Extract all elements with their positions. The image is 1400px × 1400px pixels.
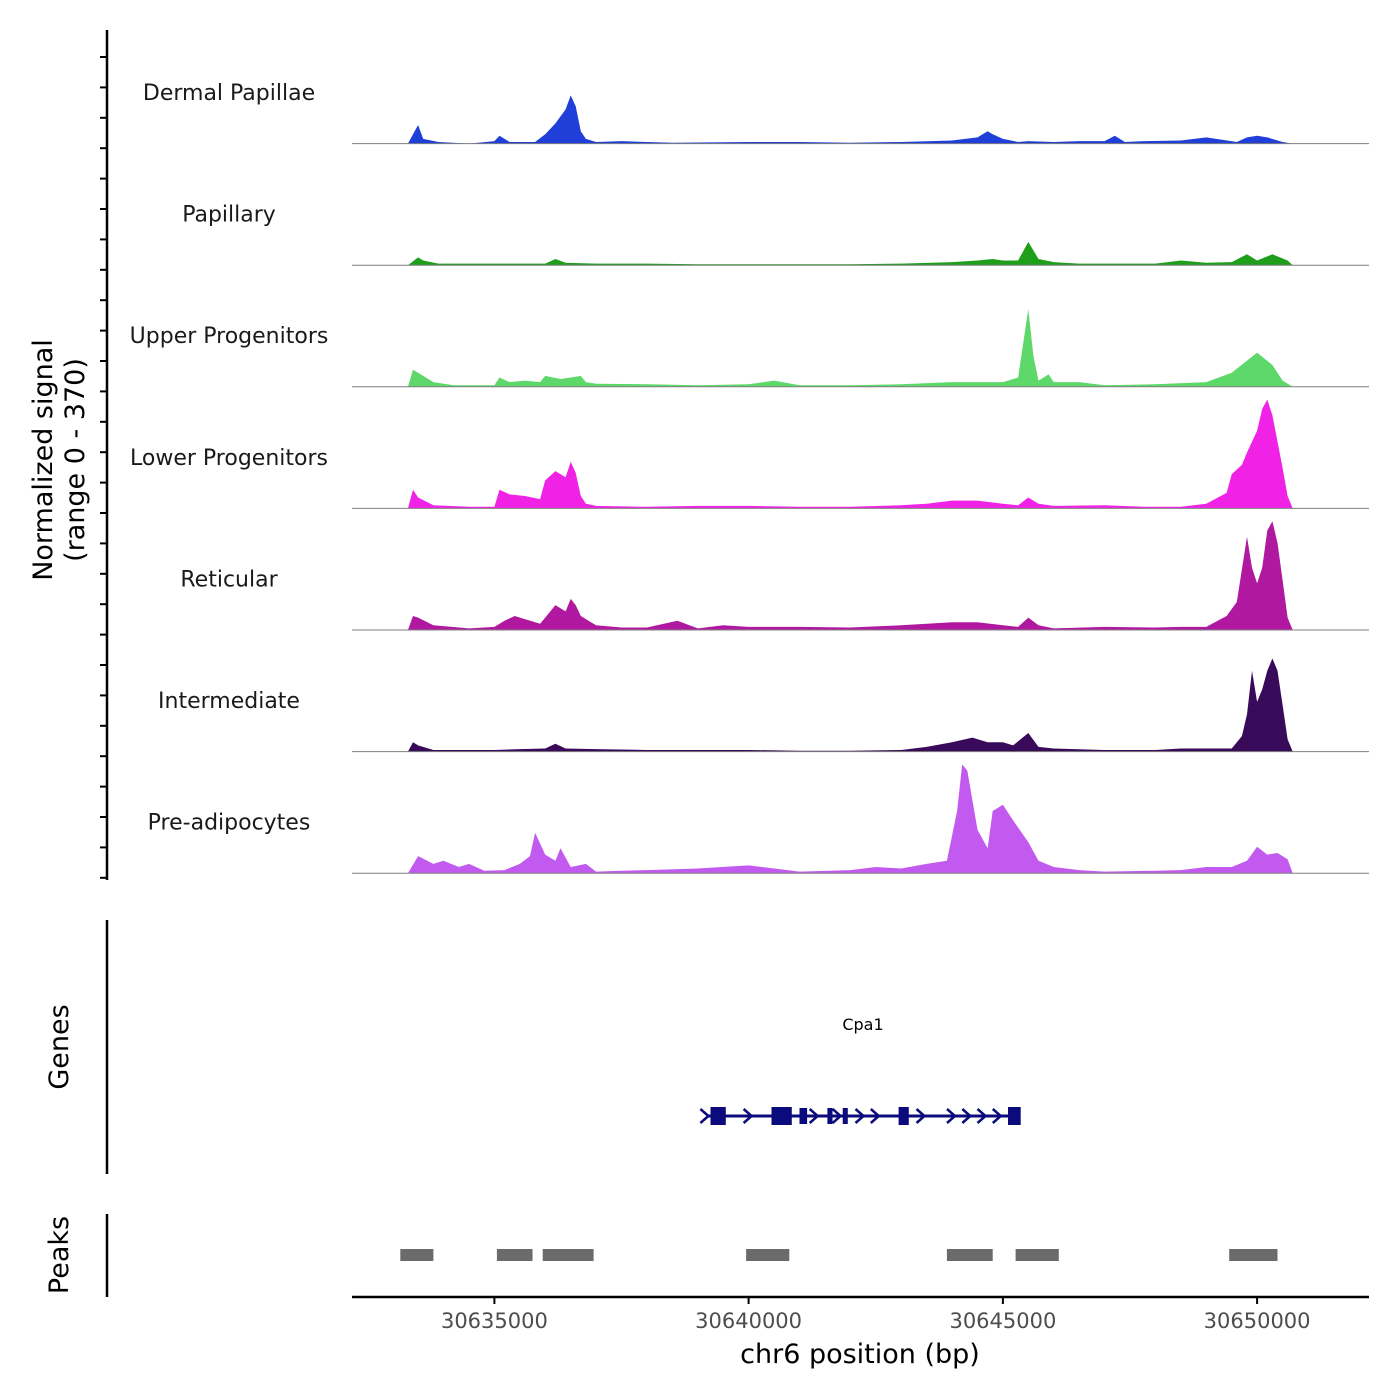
coverage-area-upper-progenitors (407, 309, 1293, 387)
track-label-pre-adipocytes: Pre-adipocytes (148, 811, 311, 836)
peak-region (1229, 1249, 1278, 1261)
gene-exon (1008, 1107, 1021, 1125)
gene-strand-arrow (808, 1108, 820, 1124)
gene-strand-arrow (961, 1108, 973, 1124)
track-label-upper-progenitors: Upper Progenitors (130, 324, 329, 349)
gene-strand-arrow (742, 1108, 754, 1124)
gene-strand-arrow (976, 1108, 988, 1124)
track-lower-progenitors: Lower Progenitors (130, 399, 1369, 509)
track-label-intermediate: Intermediate (158, 689, 300, 714)
x-tick-label: 30650000 (1204, 1309, 1311, 1333)
gene-strand-arrow (854, 1108, 866, 1124)
coverage-tracks: Dermal Papillae Papillary Upper Progenitor… (130, 81, 1369, 874)
gene-strand-arrow (946, 1108, 957, 1124)
gene-strand-arrow (869, 1108, 881, 1124)
track-pre-adipocytes: Pre-adipocytes (148, 764, 1369, 874)
gene-label: Cpa1 (842, 1015, 883, 1034)
x-tick-label: 30640000 (695, 1309, 802, 1333)
x-axis-title: chr6 position (bp) (740, 1339, 980, 1370)
gene-strand-arrow (915, 1108, 927, 1124)
x-tick-label: 30645000 (949, 1309, 1056, 1333)
gene-exon (799, 1108, 808, 1124)
track-dermal-papillae: Dermal Papillae (143, 81, 1369, 145)
coverage-area-reticular (407, 521, 1293, 630)
track-label-papillary: Papillary (182, 203, 276, 228)
coverage-area-dermal-papillae (407, 95, 1293, 144)
coverage-area-lower-progenitors (407, 399, 1293, 509)
track-upper-progenitors: Upper Progenitors (130, 309, 1369, 388)
gene-exon (827, 1108, 833, 1124)
peak-region (400, 1249, 434, 1261)
peaks-panel (400, 1249, 1278, 1261)
gene-strand-arrow (991, 1108, 1003, 1124)
track-papillary: Papillary (182, 203, 1369, 266)
gene-strand-arrow (699, 1108, 711, 1124)
signal-axis-title-line1: Normalized signal (28, 339, 59, 581)
gene-cpa1: Cpa1 (699, 1015, 1021, 1125)
signal-y-axis (100, 30, 109, 880)
peak-region (746, 1249, 790, 1261)
coverage-area-papillary (407, 241, 1293, 266)
track-reticular: Reticular (180, 521, 1369, 631)
peak-region (1015, 1249, 1059, 1261)
track-label-dermal-papillae: Dermal Papillae (143, 81, 315, 106)
gene-strand-arrow (831, 1108, 843, 1124)
coverage-area-intermediate (407, 658, 1293, 752)
track-intermediate: Intermediate (158, 658, 1369, 753)
gene-exon (710, 1107, 726, 1125)
peaks-panel-title: Peaks (44, 1216, 75, 1294)
genes-panel: Cpa1 (699, 1015, 1021, 1125)
gene-exon (771, 1107, 792, 1125)
genes-panel-title: Genes (44, 1004, 75, 1089)
peak-region (946, 1249, 993, 1261)
coverage-area-pre-adipocytes (407, 764, 1293, 874)
signal-axis-title-line2: (range 0 - 370) (60, 358, 91, 562)
gene-exon (842, 1108, 848, 1124)
peak-region (542, 1249, 594, 1261)
gene-exon (898, 1107, 909, 1125)
track-label-reticular: Reticular (180, 567, 278, 592)
x-tick-label: 30635000 (441, 1309, 548, 1333)
track-label-lower-progenitors: Lower Progenitors (130, 446, 328, 471)
x-axis: 30635000 30640000 30645000 30650000 (352, 1295, 1369, 1333)
peak-region (496, 1249, 533, 1261)
